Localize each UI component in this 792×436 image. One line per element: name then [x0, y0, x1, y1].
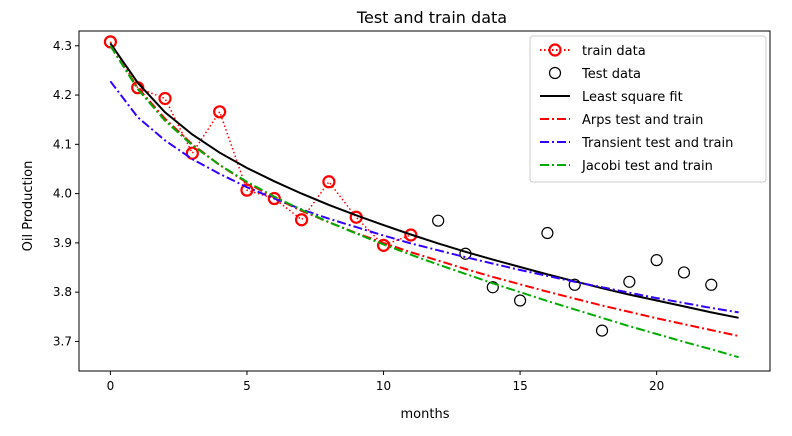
y-tick-label: 3.8: [53, 285, 72, 299]
legend-item-jacobi-test-and-train: Jacobi test and train: [540, 159, 713, 174]
data-point: [240, 183, 254, 197]
axes-frame: [78, 30, 771, 372]
legend-label: Arps test and train: [582, 113, 703, 128]
x-tick-label: 0: [107, 379, 115, 393]
series-test-data: [432, 214, 718, 337]
y-tick-label: 4.3: [53, 39, 72, 53]
legend-label: Transient test and train: [581, 136, 733, 151]
series-line-jacobi-test-and-train: [109, 45, 739, 359]
legend-swatch-marker: [548, 43, 562, 57]
series-transient-test-and-train: [109, 80, 739, 314]
y-axis-label: Oil Production: [21, 161, 36, 252]
x-tick-label: 5: [243, 379, 251, 393]
y-tick-label: 3.7: [53, 334, 72, 348]
legend-swatch-marker: [548, 66, 562, 80]
y-tick-label: 3.9: [53, 236, 72, 250]
data-point: [213, 105, 227, 119]
series-line-train-data: [109, 41, 412, 247]
data-point: [677, 266, 691, 279]
series-least-square-fit: [109, 42, 739, 319]
plot-area: [103, 35, 739, 359]
y-tick-label: 4.2: [53, 88, 72, 102]
legend-item-train-data: train data: [540, 43, 646, 59]
data-point: [185, 146, 199, 160]
series-line-least-square-fit: [109, 42, 739, 319]
data-point: [432, 214, 445, 227]
data-point: [595, 324, 609, 337]
legend-label: Test data: [581, 67, 641, 82]
data-point: [513, 294, 527, 307]
data-point: [322, 175, 336, 189]
x-axis-ticks: 0 5 10 15 20: [107, 371, 664, 393]
legend-frame: [529, 35, 767, 183]
series-line-transient-test-and-train: [109, 80, 739, 314]
x-tick-label: 20: [649, 379, 664, 393]
data-point: [623, 275, 636, 288]
legend-item-test-data: Test data: [548, 66, 641, 82]
data-point: [404, 228, 418, 242]
data-point: [294, 213, 309, 227]
legend: train data Test data Least square fit Arps …: [529, 35, 767, 183]
y-axis-ticks: 3.7 3.8 3.9 4.0 4.1 4.2 4.3: [53, 39, 79, 348]
chart-title: Test and train data: [356, 8, 507, 27]
data-point: [267, 191, 281, 206]
data-point: [650, 254, 663, 267]
data-point: [376, 238, 391, 252]
series-jacobi-test-and-train: [109, 45, 739, 359]
legend-item-arps-test-and-train: Arps test and train: [540, 113, 703, 128]
legend-label: Jacobi test and train: [581, 159, 713, 174]
data-point: [705, 278, 718, 291]
data-point: [568, 278, 581, 291]
x-tick-label: 15: [512, 379, 527, 393]
data-point: [486, 281, 499, 294]
legend-item-least-square-fit: Least square fit: [540, 90, 683, 105]
y-tick-label: 4.0: [53, 187, 72, 201]
legend-label: train data: [582, 44, 646, 59]
series-train-data: [103, 35, 418, 252]
legend-label: Least square fit: [582, 90, 683, 105]
x-axis-label: months: [401, 407, 450, 422]
data-point: [541, 226, 554, 240]
legend-item-transient-test-and-train: Transient test and train: [540, 136, 733, 151]
x-tick-label: 10: [376, 379, 391, 393]
data-point: [158, 91, 172, 106]
y-tick-label: 4.1: [53, 137, 72, 151]
